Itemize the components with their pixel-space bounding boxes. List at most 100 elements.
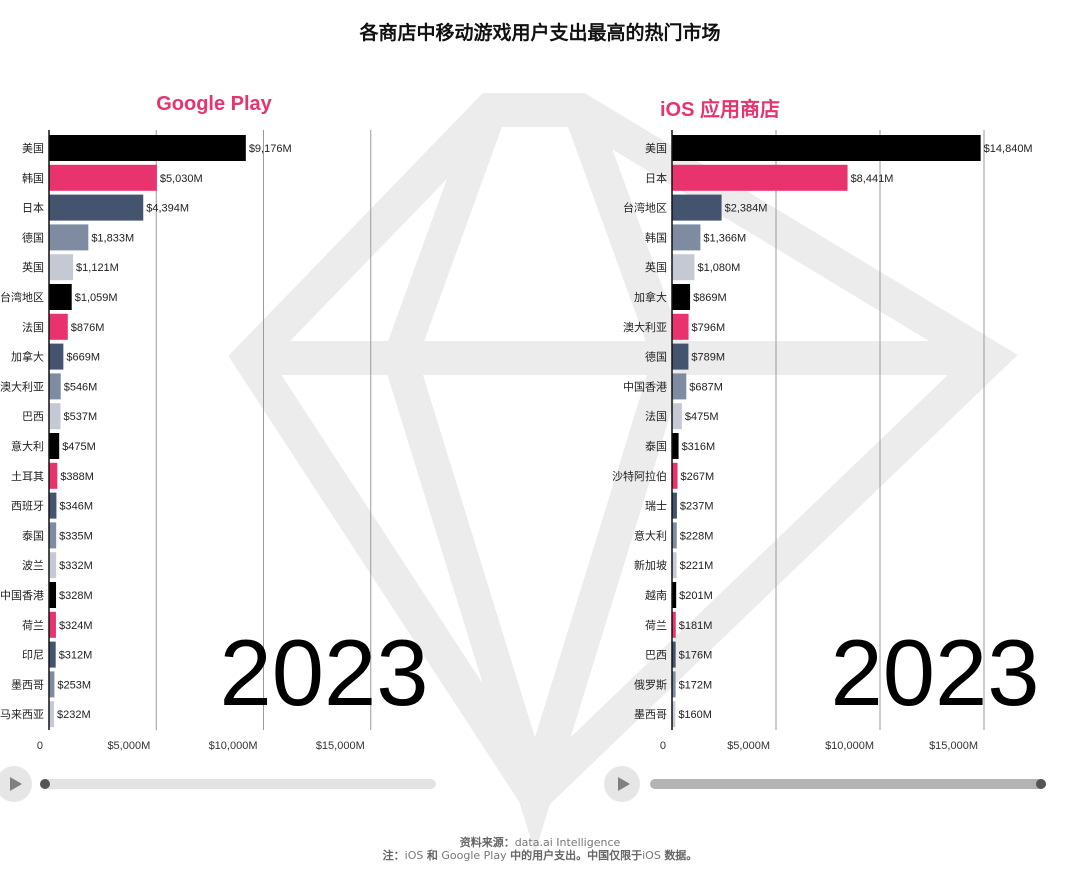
category-label: 美国 [22,142,44,155]
bar [672,224,701,251]
value-label: $221M [680,560,714,572]
category-label: 瑞士 [645,499,667,513]
year-label: 2023 [830,620,1039,725]
x-tick-label: $15,000M [929,740,978,752]
source-label: 资料来源： [459,836,515,849]
value-label: $172M [679,679,713,691]
category-label: 澳大利亚 [623,320,667,334]
year-label: 2023 [219,620,428,725]
value-label: $388M [60,471,94,483]
timeline-slider-google-play[interactable] [40,779,436,789]
bar [672,254,695,281]
category-label: 马来西亚 [0,708,44,721]
category-label: 荷兰 [22,619,44,632]
value-label: $2,384M [725,203,768,215]
bar [672,492,677,519]
value-label: $14,840M [984,143,1033,155]
category-label: 巴西 [22,410,44,423]
category-label: 巴西 [645,649,667,662]
value-label: $232M [57,709,91,721]
bar [672,671,676,698]
value-label: $4,394M [146,203,189,215]
category-label: 德国 [645,350,667,364]
timeline-handle[interactable] [1036,779,1046,789]
category-label: 法国 [22,320,44,334]
category-label: 加拿大 [11,350,44,364]
value-label: $669M [66,352,100,364]
bar [49,611,56,638]
value-label: $324M [59,620,93,632]
value-label: $181M [679,620,713,632]
value-label: $796M [692,322,726,334]
category-label: 台湾地区 [0,290,44,304]
bar [672,611,676,638]
category-label: 墨西哥 [11,678,44,691]
category-label: 日本 [645,171,667,185]
category-label: 泰国 [22,528,44,542]
note-text-4: 中的用户支出。中国仅限于 [510,849,643,862]
bar [49,403,61,430]
note-text-6: 数据。 [664,849,698,862]
category-label: 韩国 [22,171,44,185]
bar [672,552,677,579]
value-label: $869M [693,292,727,304]
bar [672,522,677,549]
bar [672,462,678,489]
category-label: 台湾地区 [623,201,667,215]
timeline-progress [650,779,1046,789]
bar [49,224,89,251]
note-text-2: 和 [426,849,438,862]
play-button-ios[interactable] [604,766,640,802]
bar [49,135,246,161]
bar [49,582,57,608]
timeline-handle[interactable] [40,779,50,789]
value-label: $228M [680,530,714,542]
category-label: 印尼 [22,649,44,662]
category-label: 日本 [22,201,44,215]
value-label: $328M [59,590,93,602]
bar [49,671,55,698]
value-label: $346M [59,501,93,513]
category-label: 荷兰 [645,619,667,632]
bar [49,284,72,310]
category-label: 土耳其 [11,470,44,483]
value-label: $876M [71,322,105,334]
category-label: 美国 [645,142,667,155]
value-label: $335M [59,530,93,542]
bar [672,403,682,430]
value-label: $687M [689,381,723,393]
bar [49,492,57,519]
x-tick-label: $5,000M [107,740,150,752]
note-text-3: Google Play [441,849,507,862]
bar [49,194,144,221]
bar [49,552,57,579]
category-label: 加拿大 [634,290,667,304]
play-button-google-play[interactable] [0,766,32,802]
timeline-slider-ios[interactable] [650,779,1046,789]
category-label: 俄罗斯 [634,678,667,691]
bar-chart-google-play: 0 $5,000M $10,000M $15,000M 美国 $9,176M 韩国 $5,03… [0,130,429,752]
source-note: 资料来源：data.ai Intelligence [0,836,1080,849]
x-tick-label: $15,000M [316,740,365,752]
value-label: $160M [678,709,712,721]
value-label: $316M [682,441,716,453]
bar [49,313,68,340]
bar [672,373,687,400]
bar [49,254,74,281]
bar [672,701,676,728]
category-label: 德国 [22,230,44,244]
bar [49,343,64,370]
value-label: $237M [680,501,714,513]
bar [672,641,676,668]
play-icon [618,777,630,791]
value-label: $537M [64,411,98,423]
bar [672,582,677,608]
note-text-5: iOS [642,849,661,862]
value-label: $312M [59,650,93,662]
bar [672,194,722,221]
bar [49,522,57,549]
category-label: 中国香港 [623,380,667,393]
bar [49,641,56,668]
value-label: $546M [64,381,98,393]
